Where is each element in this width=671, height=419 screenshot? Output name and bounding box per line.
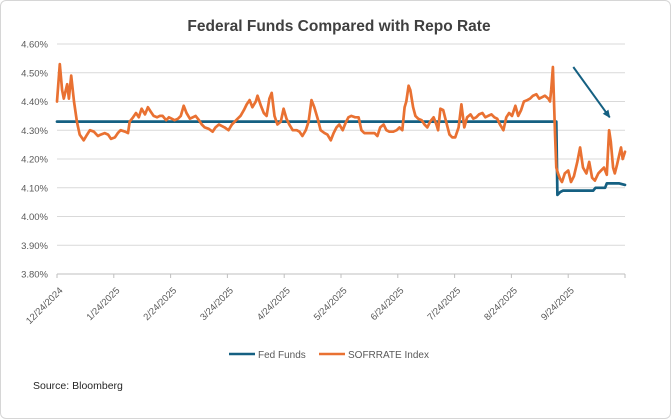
x-tick-label: 12/24/2024 [24,285,65,326]
series-group [55,62,627,197]
sofrrate-index-line [55,62,627,184]
legend: Fed Funds SOFRRATE Index [229,350,429,361]
y-tick-label: 3.80% [21,270,48,281]
x-tick-label: 3/24/2025 [198,285,236,323]
x-tick-label: 6/24/2025 [369,285,407,323]
y-tick-label: 4.50% [21,68,48,79]
fed-funds-legend-label: Fed Funds [258,350,306,361]
y-tick-label: 4.30% [21,126,48,137]
x-axis-labels-group: 12/24/2024 1/24/2025 2/24/2025 3/24/2025 4/2… [24,285,577,326]
y-tick-label: 4.10% [21,183,48,194]
y-tick-label: 3.90% [21,241,48,252]
annotation-arrow [572,66,611,119]
gridlines-group [57,43,625,275]
x-tick-label: 4/24/2025 [255,285,293,323]
arrow-annotation-line [572,66,611,119]
y-axis-labels-group: 4.60% 4.50% 4.40% 4.30% 4.20% 4.10% 4.00% 3.90%… [21,40,48,281]
y-tick-label: 4.40% [21,97,48,108]
fed-funds-line [55,120,627,197]
x-tick-label: 2/24/2025 [141,285,179,323]
sofrrate-legend-label: SOFRRATE Index [348,350,429,361]
y-tick-label: 4.20% [21,155,48,166]
x-tick-label: 1/24/2025 [85,285,123,323]
x-tick-label: 9/24/2025 [539,285,577,323]
source-note: Source: Bloomberg [33,380,123,392]
y-tick-label: 4.60% [21,40,48,51]
x-tick-label: 8/24/2025 [482,285,520,323]
x-tick-label: 7/24/2025 [425,285,463,323]
x-axis-ticks-group [56,274,626,278]
x-tick-label: 5/24/2025 [312,285,350,323]
chart-title: Federal Funds Compared with Repo Rate [187,18,491,35]
y-tick-label: 4.00% [21,212,48,223]
